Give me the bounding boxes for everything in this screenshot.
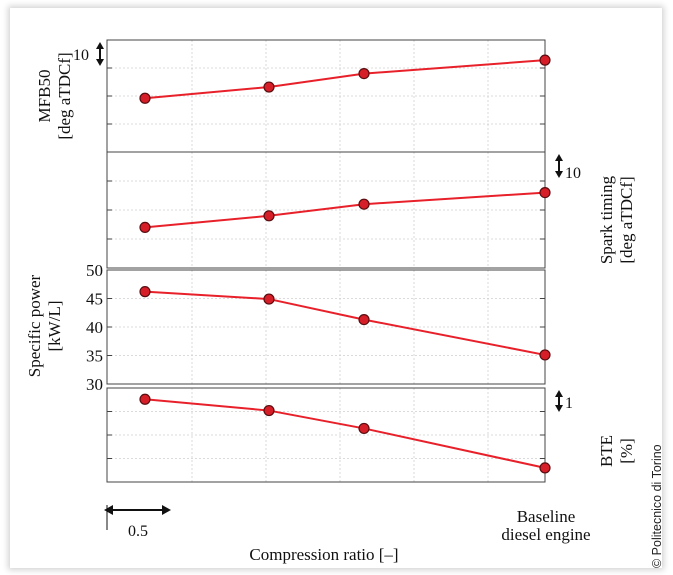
mfb50-point [539,54,551,66]
bte-ylabel-line1: BTE [597,435,616,467]
spark_timing-point [139,221,151,233]
x-scale-bar [104,505,171,530]
mfb50-scale-arrow [96,42,104,66]
baseline-label-line1: Baseline [517,507,576,526]
chart-panels: 30 35 40 45 50 [86,39,551,483]
bte-point [358,422,370,435]
mfb50-point [358,67,370,80]
x-axis-label: Compression ratio [–] [249,545,398,564]
bte-ylabel-line2: [%] [617,438,636,463]
panel-spark_timing [106,151,551,269]
mfb50-series-line [144,59,546,100]
spark-ylabel-line1: Spark timing [597,175,616,264]
baseline-label-line2: diesel engine [501,525,590,544]
specific_power-series-line [144,290,546,356]
mfb50-ylabel-line1: MFB50 [35,70,54,123]
bte-series-line [144,398,546,469]
x-scale-bar-label: 0.5 [128,523,148,540]
bte-scale-arrow [555,390,563,412]
spark-scale-arrow [555,154,563,178]
specific_power-ytick-label: 30 [86,375,103,394]
specific_power-point [139,286,151,298]
spark_timing-point [539,187,551,199]
bte-point [539,462,551,474]
specific_power-point [263,293,275,305]
spark_timing-point [358,198,370,210]
spark_timing-point [263,210,275,222]
specific_power-ytick-label: 50 [86,261,103,280]
power-ylabel-line2: [kW/L] [45,301,64,352]
power-ylabel-line1: Specific power [25,274,44,377]
mfb50-point [263,81,275,93]
panel-specific_power: 30 35 40 45 50 [86,261,551,394]
figure-frame [10,8,662,568]
specific_power-ytick-label: 45 [86,290,103,309]
spark_timing-series-line [144,191,546,229]
bte-point [139,393,151,405]
specific_power-point [358,313,370,326]
spark-ylabel-line2: [deg aTDCf] [617,176,636,263]
panel-bte [106,387,551,483]
bte-scale-label: 1 [565,395,573,412]
copyright-credit: © Politecnico di Torino [650,444,664,568]
bte-point [263,404,275,417]
specific_power-ytick-label: 35 [86,347,103,366]
spark-scale-label: 10 [565,165,581,182]
specific_power-ytick-label: 40 [86,318,103,337]
mfb50-point [139,92,151,104]
scale-arrows [96,42,563,412]
panel-mfb50 [106,39,551,153]
mfb50-ylabel-line2: [deg aTDCf] [55,52,74,139]
specific_power-point [539,349,551,361]
mfb50-scale-label: 10 [73,47,89,64]
